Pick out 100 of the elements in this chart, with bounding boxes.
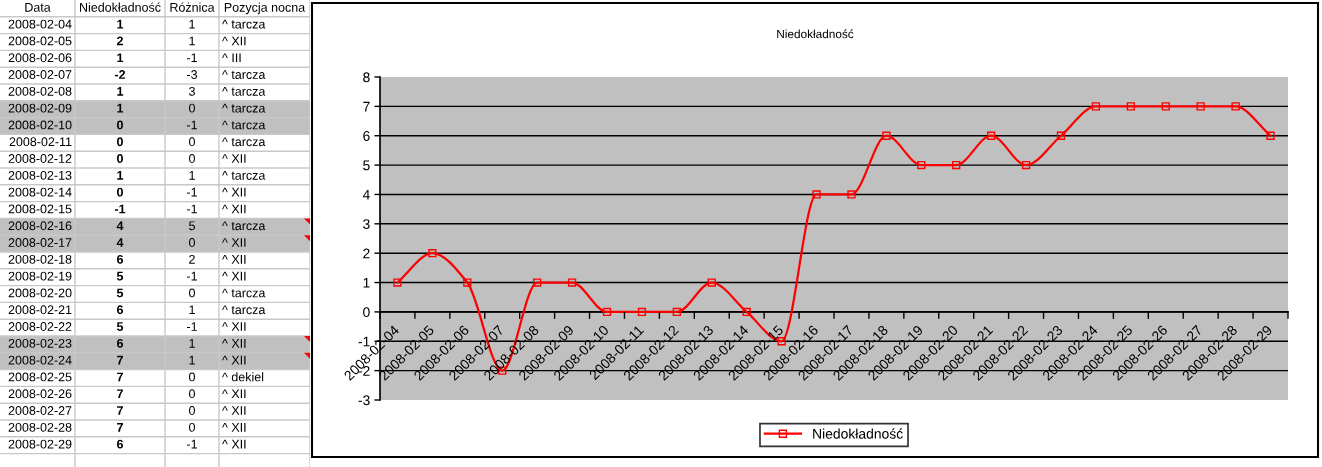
- data-label: 0: [189, 372, 195, 382]
- y-tick-label: 2008-02-28: [8, 422, 72, 432]
- y-tick-label: 2: [363, 248, 370, 259]
- point: [882, 131, 891, 140]
- y-axis-title: Data: [25, 3, 51, 12]
- point: [1231, 102, 1240, 111]
- data-label: 1: [189, 171, 195, 180]
- y-tick-label: 2008-02-15: [8, 204, 72, 214]
- point: [1091, 102, 1101, 111]
- y2-tick-label: ^ tarcza: [222, 70, 266, 79]
- y-tick-label: 2008-02-21: [8, 305, 72, 315]
- data-label: 0: [117, 137, 123, 147]
- y2-tick-label: ^ XII: [222, 271, 246, 281]
- data-label: -1: [187, 439, 197, 449]
- data-label: 0: [189, 422, 195, 432]
- legend-label: Niedokładność: [813, 428, 903, 439]
- y2-tick-label: ^ XII: [222, 322, 246, 331]
- y-tick-label: 2008-02-05: [8, 36, 72, 46]
- data-label: 0: [117, 154, 123, 163]
- y-tick-label: 2008-02-16: [8, 221, 72, 231]
- y2-tick-label: ^ tarcza: [222, 120, 266, 130]
- data-label: 0: [117, 187, 123, 197]
- y-tick-label: 2008-02-29: [8, 439, 72, 449]
- point: [742, 307, 751, 317]
- y-tick-label: 8: [363, 72, 370, 83]
- chart-title: Niedokładność: [777, 29, 854, 39]
- y2-tick-label: ^ tarcza: [222, 288, 266, 298]
- y-tick-label: 2008-02-20: [8, 288, 72, 298]
- y-tick-label: 2008-02-10: [8, 120, 72, 130]
- data-label: -1: [187, 322, 197, 331]
- data-label: 0: [189, 288, 195, 298]
- y-tick-label: 2008-02-07: [8, 70, 72, 79]
- y2-tick-label: ^ dekiel: [222, 372, 264, 382]
- data-label: 1: [117, 53, 124, 63]
- data-label: 1: [117, 103, 124, 113]
- y-tick-label: 2008-02-17: [8, 238, 72, 247]
- data-label: -1: [187, 187, 197, 197]
- y-tick-label: 2008-02-12: [8, 154, 72, 163]
- point: [1196, 102, 1205, 111]
- point: [847, 190, 856, 199]
- data-label: 1: [189, 36, 195, 46]
- point: [637, 307, 647, 317]
- y-tick-label: 3: [363, 219, 370, 229]
- data-label: 0: [189, 154, 195, 163]
- y-tick-label: 2008-02-04: [8, 19, 72, 29]
- y2-tick-label: ^ tarcza: [222, 103, 266, 113]
- y-tick-label: 7: [363, 101, 370, 112]
- x-tick-label: Różnica: [170, 2, 215, 12]
- data-label: 5: [116, 288, 124, 298]
- y2-tick-label: ^ tarcza: [222, 19, 266, 29]
- y-tick-label: 0: [363, 307, 370, 318]
- y2-tick-label: ^ tarcza: [222, 137, 266, 147]
- y2-tick-label: ^ XII: [222, 36, 246, 46]
- data-label: 0: [189, 103, 195, 113]
- y2-tick-label: ^ XII: [222, 204, 246, 214]
- point: [1266, 131, 1275, 140]
- point: [567, 278, 577, 287]
- data-label: 6: [116, 305, 124, 315]
- data-label: 7: [117, 372, 123, 382]
- data-label: 2: [116, 36, 123, 46]
- y-tick-label: 2008-02-19: [8, 271, 72, 281]
- data-label: 0: [189, 238, 195, 247]
- data-label: 1: [189, 305, 195, 315]
- y2-tick-label: ^ tarcza: [222, 87, 266, 96]
- data-label: -3: [187, 70, 198, 79]
- data-label: 0: [189, 389, 195, 399]
- y2-tick-label: ^ XII: [222, 389, 246, 399]
- point: [952, 160, 961, 170]
- y2-tick-label: ^ tarcza: [222, 305, 266, 315]
- point: [812, 190, 821, 199]
- point: [1161, 102, 1170, 111]
- data-label: 1: [189, 355, 195, 365]
- y-tick-label: 2008-02-26: [8, 389, 72, 399]
- data-label: 3: [189, 86, 195, 96]
- y2-tick-label: ^ XII: [222, 154, 246, 163]
- data-label: 6: [116, 439, 124, 449]
- data-label: 1: [117, 87, 124, 96]
- y-tick-label: 2008-02-09: [8, 103, 72, 113]
- point: [1056, 131, 1066, 140]
- y-tick-label: -3: [358, 395, 370, 406]
- y2-tick-label: ^ tarcza: [222, 171, 266, 180]
- data-label: -1: [187, 271, 197, 281]
- y-tick-label: 2008-02-14: [8, 187, 72, 197]
- data-label: 1: [117, 171, 124, 180]
- point: [917, 160, 926, 170]
- y2-axis-title: Pozycja nocna: [224, 2, 306, 15]
- data-label: 5: [116, 322, 124, 331]
- y2-tick-label: ^ tarcza: [222, 221, 266, 231]
- data-label: 7: [117, 406, 123, 415]
- data-label: 5: [189, 221, 195, 231]
- data-label: 7: [117, 389, 123, 399]
- data-label: 0: [189, 406, 195, 415]
- y-tick-label: 2008-02-11: [9, 137, 72, 147]
- y-tick-label: 2008-02-27: [8, 406, 72, 415]
- y-tick-label: 2008-02-24: [8, 355, 72, 365]
- data-label: 1: [117, 19, 124, 29]
- y-tick-label: 2008-02-18: [8, 254, 72, 264]
- y2-tick-label: ^ XII: [222, 255, 246, 264]
- point: [463, 278, 472, 287]
- data-label: 4: [116, 221, 124, 231]
